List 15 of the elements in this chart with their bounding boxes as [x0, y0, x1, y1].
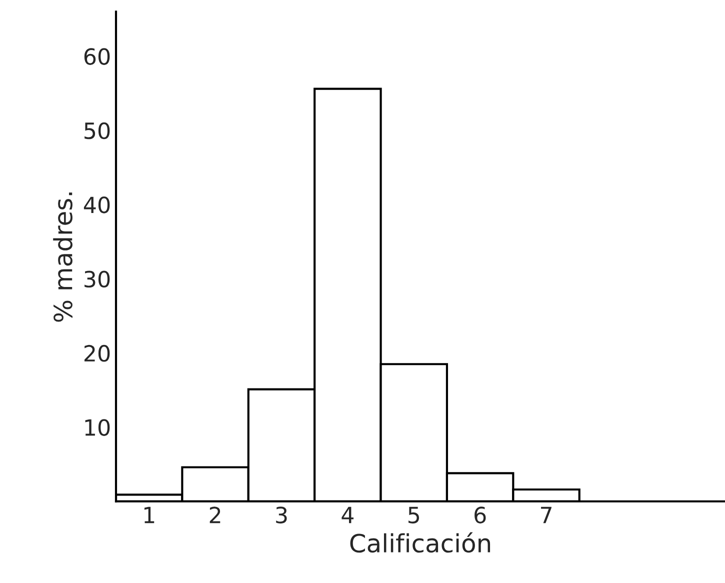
y-tick-label: 50	[84, 122, 110, 140]
y-tick-label: 60	[84, 48, 110, 65]
x-tick-label: 3	[276, 506, 287, 524]
x-tick-label: 5	[408, 506, 420, 524]
x-axis-title: Calificación	[350, 532, 490, 553]
y-tick-label: 40	[84, 196, 110, 214]
x-tick-label: 6	[474, 506, 486, 524]
x-tick-label: 1	[144, 506, 154, 524]
x-tick-label: 4	[342, 506, 354, 524]
y-tick-label: 20	[84, 344, 110, 362]
y-tick-label: 30	[84, 270, 110, 288]
x-tick-label: 7	[541, 506, 552, 524]
x-tick-label: 2	[210, 506, 220, 524]
y-axis-title: % madres.	[53, 192, 72, 322]
y-tick-label: 10	[85, 419, 110, 436]
